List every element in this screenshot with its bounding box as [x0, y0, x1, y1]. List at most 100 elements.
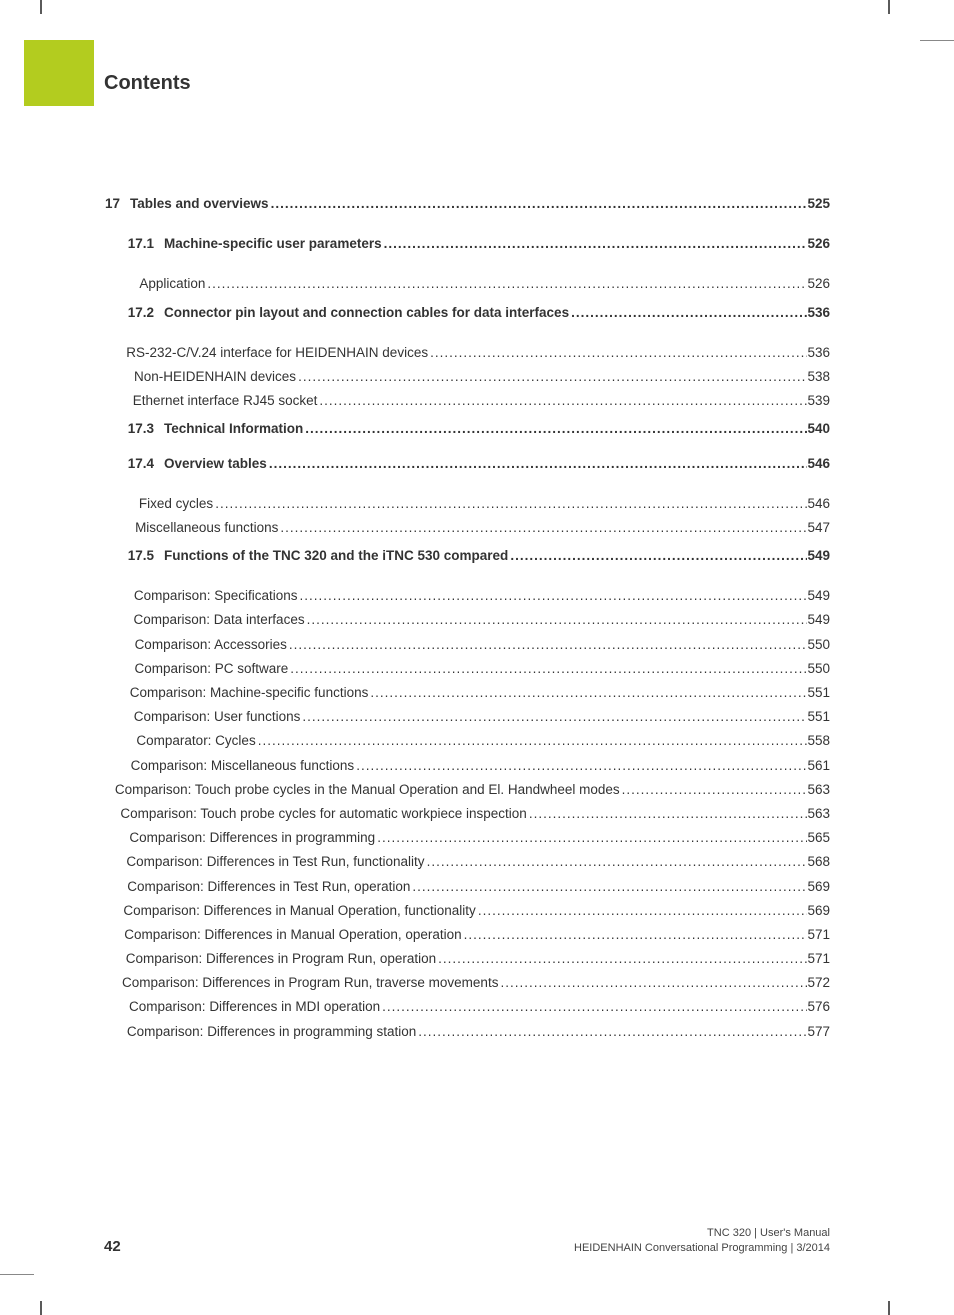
footer-line-2: HEIDENHAIN Conversational Programming | …: [574, 1241, 830, 1255]
toc-entry: Comparator: Cycles558: [104, 733, 830, 749]
toc-dots: [354, 758, 807, 774]
toc-section: 17.1 Machine-specific user parameters 52…: [104, 236, 830, 252]
toc-dots: [498, 975, 807, 991]
toc-dots: [428, 345, 807, 361]
toc-label: Comparison: Differences in Test Run, fun…: [126, 854, 424, 870]
page-footer: 42 TNC 320 | User's Manual HEIDENHAIN Co…: [104, 1226, 830, 1255]
toc-num: 17.3: [104, 421, 164, 437]
toc-dots: [278, 520, 807, 536]
toc-page: 526: [807, 236, 830, 252]
toc-entry: Comparison: Differences in Test Run, fun…: [104, 854, 830, 870]
crop-mark: [0, 1274, 34, 1275]
toc-label: Comparison: Miscellaneous functions: [131, 758, 355, 774]
toc-dots: [305, 612, 808, 628]
toc-label: Miscellaneous functions: [135, 520, 278, 536]
toc-dots: [256, 733, 808, 749]
toc-label: Comparison: Differences in Manual Operat…: [124, 927, 461, 943]
toc-label: Comparison: Differences in MDI operation: [129, 999, 380, 1015]
toc-entry: Comparison: Data interfaces 549: [104, 612, 830, 628]
toc-entry: Comparison: Touch probe cycles for autom…: [104, 806, 830, 822]
toc-num: 17: [104, 196, 130, 212]
toc-page: 549: [807, 612, 830, 628]
toc-page: 546: [807, 456, 830, 472]
toc-num: 17.4: [104, 456, 164, 472]
toc-entry: Comparison: Differences in Program Run, …: [104, 975, 830, 991]
toc-page: 546: [807, 496, 830, 512]
toc-label: Comparison: Differences in Program Run, …: [126, 951, 436, 967]
toc-dots: [288, 661, 807, 677]
toc-page: 539: [807, 393, 830, 409]
toc-label: Fixed cycles: [139, 496, 213, 512]
toc-entry: Ethernet interface RJ45 socket 539: [104, 393, 830, 409]
toc-label: Comparison: Differences in programming: [129, 830, 375, 846]
toc-dots: [205, 276, 807, 292]
toc-label: Comparison: Differences in Test Run, ope…: [127, 879, 410, 895]
toc-dots: [425, 854, 808, 870]
toc-dots: [436, 951, 807, 967]
toc-page: 540: [807, 421, 830, 437]
toc-label: Comparison: Touch probe cycles for autom…: [120, 806, 526, 822]
toc-label: Comparison: Data interfaces: [134, 612, 305, 628]
toc-label: RS-232-C/V.24 interface for HEIDENHAIN d…: [126, 345, 428, 361]
toc-page: 565: [807, 830, 830, 846]
toc-section: 17.5 Functions of the TNC 320 and the iT…: [104, 548, 830, 564]
toc-label: Comparison: Machine-specific functions: [130, 685, 369, 701]
crop-mark: [888, 1301, 890, 1315]
toc-page: 551: [807, 685, 830, 701]
toc-label: Comparison: Specifications: [134, 588, 298, 604]
page-title: Contents: [104, 72, 191, 95]
toc-dots: [269, 196, 808, 212]
toc-entry: Application 526: [104, 276, 830, 292]
crop-mark: [888, 0, 890, 14]
toc-dots: [296, 369, 807, 385]
toc-dots: [300, 709, 807, 725]
toc-label: Comparison: Differences in programming s…: [127, 1024, 416, 1040]
toc-entry: Comparison: Miscellaneous functions561: [104, 758, 830, 774]
toc-entry: Miscellaneous functions 547: [104, 520, 830, 536]
toc-num: 17.2: [104, 305, 164, 321]
toc-label: Comparison: Accessories: [135, 637, 287, 653]
toc-page: 526: [807, 276, 830, 292]
toc-dots: [213, 496, 807, 512]
toc-entry: Comparison: User functions551: [104, 709, 830, 725]
toc-page: 558: [807, 733, 830, 749]
toc-entry: Comparison: Differences in programming 56…: [104, 830, 830, 846]
toc-entry: Comparison: Differences in Program Run, …: [104, 951, 830, 967]
toc-entry: Comparison: Differences in Manual Operat…: [104, 927, 830, 943]
toc-page: 571: [807, 951, 830, 967]
toc-page: 571: [807, 927, 830, 943]
footer-line-1: TNC 320 | User's Manual: [574, 1226, 830, 1240]
toc-dots: [298, 588, 808, 604]
toc-dots: [569, 305, 807, 321]
toc-chapter: 17 Tables and overviews 525: [104, 196, 830, 212]
toc-entry: Non-HEIDENHAIN devices 538: [104, 369, 830, 385]
toc-section: 17.4 Overview tables 546: [104, 456, 830, 472]
toc-dots: [410, 879, 807, 895]
crop-mark: [40, 0, 42, 14]
toc-entry: Fixed cycles 546: [104, 496, 830, 512]
toc-page: 569: [807, 879, 830, 895]
toc-dots: [380, 999, 807, 1015]
toc-num: 17.1: [104, 236, 164, 252]
toc-entry: Comparison: Differences in Test Run, ope…: [104, 879, 830, 895]
accent-block: [24, 40, 94, 106]
toc-entry: Comparison: Differences in programming s…: [104, 1024, 830, 1040]
toc-dots: [375, 830, 807, 846]
toc-label: Technical Information: [164, 421, 303, 437]
toc-label: Non-HEIDENHAIN devices: [134, 369, 296, 385]
toc-dots: [508, 548, 807, 564]
toc-label: Comparison: User functions: [134, 709, 301, 725]
toc-label: Functions of the TNC 320 and the iTNC 53…: [164, 548, 508, 564]
toc-section: 17.3 Technical Information 540: [104, 421, 830, 437]
toc-label: Connector pin layout and connection cabl…: [164, 305, 569, 321]
crop-mark: [40, 1301, 42, 1315]
toc-page: 563: [807, 782, 830, 798]
toc-dots: [368, 685, 807, 701]
toc-entry: Comparison: PC software550: [104, 661, 830, 677]
toc-label: Machine-specific user parameters: [164, 236, 382, 252]
toc-page: 550: [807, 661, 830, 677]
toc-dots: [527, 806, 808, 822]
toc-entry: Comparison: Accessories550: [104, 637, 830, 653]
toc-label: Comparison: Touch probe cycles in the Ma…: [115, 782, 620, 798]
toc-dots: [382, 236, 808, 252]
